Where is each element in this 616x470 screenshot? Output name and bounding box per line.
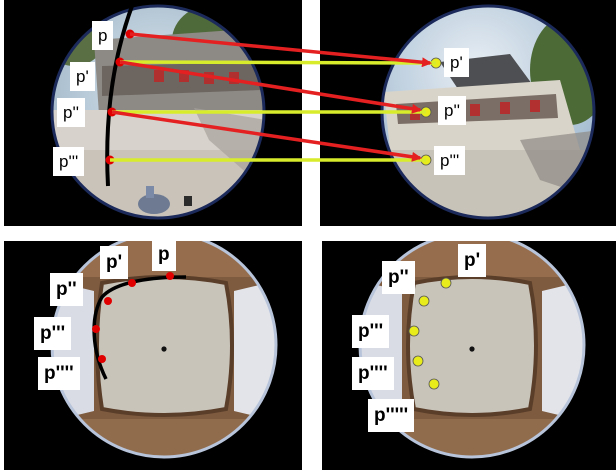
label-p1: p'	[444, 48, 469, 77]
label-p3: p'''	[434, 146, 466, 175]
fisheye-scene-outdoor	[50, 4, 266, 220]
label-p5: p'''''	[368, 399, 415, 432]
image-curve	[92, 275, 187, 380]
point-p2	[418, 295, 430, 307]
label-p3: p'''	[34, 317, 72, 350]
point-p	[166, 272, 174, 280]
fisheye-panel-top-right: p' p'' p'''	[320, 0, 616, 226]
label-p2: p''	[57, 98, 85, 127]
fisheye-scene-building	[380, 4, 596, 220]
point-p	[125, 29, 135, 39]
point-p2	[104, 297, 112, 305]
point-p2	[107, 107, 117, 117]
point-p4	[412, 355, 424, 367]
label-p4: p''''	[352, 357, 394, 390]
point-p1	[430, 57, 442, 69]
label-p1: p'	[100, 246, 129, 279]
point-p1	[128, 279, 136, 287]
fisheye-panel-top-left: p p' p'' p'''	[4, 0, 302, 226]
point-p3	[420, 154, 432, 166]
fisheye-panel-bottom-left: p p' p'' p''' p''''	[4, 241, 302, 470]
point-p3	[105, 155, 115, 165]
label-p: p	[92, 21, 114, 50]
point-p1	[115, 57, 125, 67]
label-p4: p''''	[38, 357, 80, 390]
point-p3	[408, 325, 420, 337]
label-p1: p'	[70, 62, 95, 91]
point-p4	[98, 355, 106, 363]
label-p2: p''	[382, 261, 415, 294]
point-p2	[420, 106, 432, 118]
point-p3	[92, 325, 100, 333]
label-p3: p'''	[352, 315, 390, 348]
point-p5	[428, 378, 440, 390]
label-p1: p'	[458, 244, 487, 277]
label-p2: p''	[50, 273, 83, 306]
label-p3: p'''	[53, 147, 85, 176]
label-p: p	[152, 241, 176, 271]
fisheye-scene-ceiling	[358, 241, 586, 459]
fisheye-scene-ceiling	[50, 241, 278, 459]
fisheye-panel-bottom-right: p' p'' p''' p'''' p'''''	[322, 241, 616, 470]
point-p1	[440, 277, 452, 289]
label-p2: p''	[438, 96, 466, 125]
